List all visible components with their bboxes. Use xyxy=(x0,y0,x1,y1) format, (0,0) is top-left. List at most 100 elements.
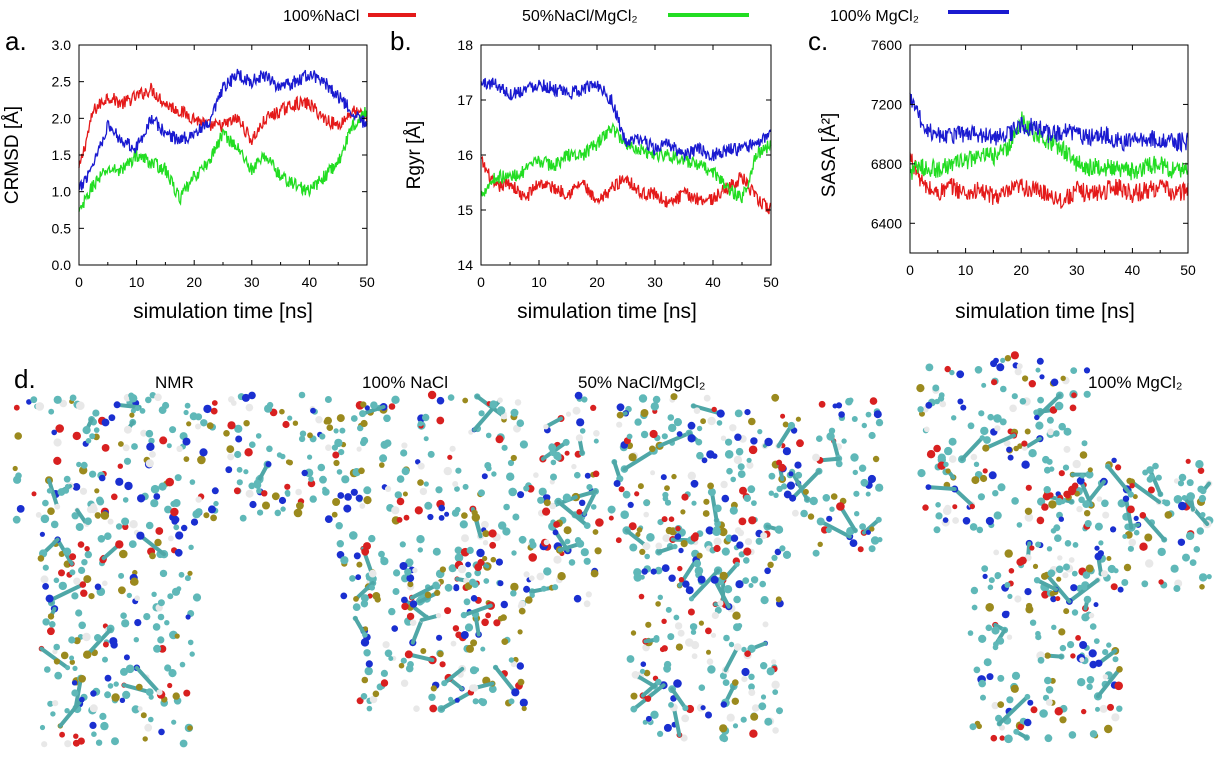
molecule-atom xyxy=(484,462,492,469)
molecule-atom xyxy=(510,590,517,597)
molecule-atom xyxy=(82,632,91,642)
molecule-atom xyxy=(284,483,291,490)
molecule-atom xyxy=(184,575,191,582)
molecule-atom xyxy=(83,575,92,584)
molecule-atom xyxy=(737,529,745,537)
molecule-atom xyxy=(1157,547,1166,557)
molecule-atom xyxy=(613,480,621,487)
molecule-atom xyxy=(393,569,401,577)
molecule-atom xyxy=(340,592,348,600)
molecule-atom xyxy=(726,713,735,722)
molecule-atom xyxy=(728,641,735,648)
molecule-atom xyxy=(274,509,282,517)
molecule-atom xyxy=(190,518,199,526)
molecule-atom xyxy=(580,548,589,557)
molecule-atom xyxy=(786,481,796,490)
molecule-atom xyxy=(645,715,652,722)
molecule-atom xyxy=(608,515,614,521)
molecule-atom xyxy=(1094,552,1102,561)
molecule-atom xyxy=(633,573,642,582)
molecule-atom xyxy=(254,481,262,489)
molecule-atom xyxy=(952,517,959,524)
molecule-atom xyxy=(849,539,858,547)
molecule-atom xyxy=(1106,642,1112,648)
molecule-atom xyxy=(852,469,858,476)
molecule-atom xyxy=(1076,476,1085,485)
molecule-atom xyxy=(510,408,519,417)
molecule-atom xyxy=(726,467,733,475)
molecule-atom xyxy=(359,503,366,509)
molecule-bond xyxy=(1148,467,1163,497)
molecule-atom xyxy=(336,469,343,475)
molecule-atom xyxy=(417,547,423,553)
molecule-atom xyxy=(562,493,572,502)
molecule-atom xyxy=(1010,684,1019,693)
molecule-atom xyxy=(360,594,369,603)
molecule-atom xyxy=(94,512,102,519)
molecule-atom xyxy=(818,400,826,408)
molecule-atom xyxy=(677,629,685,637)
molecule-atom xyxy=(661,618,667,624)
molecule-atom xyxy=(1049,406,1058,414)
molecule-atom xyxy=(78,566,86,575)
molecule-atom xyxy=(661,516,668,523)
molecule-atom xyxy=(130,577,139,586)
molecule-atom xyxy=(102,656,108,663)
molecule-atom xyxy=(985,516,995,526)
molecule-bond xyxy=(47,478,60,509)
molecule-atom xyxy=(743,547,752,556)
molecule-atom xyxy=(1021,460,1030,469)
molecule-atom xyxy=(388,403,396,410)
y-tick-label-c-2: 7200 xyxy=(871,96,902,112)
molecule-atom xyxy=(71,512,79,520)
molecule-atom xyxy=(1155,474,1162,481)
molecule-atom xyxy=(461,534,469,543)
molecule-atom xyxy=(454,546,463,555)
molecule-atom xyxy=(674,533,682,540)
molecule-atom xyxy=(171,587,181,596)
molecule-atom xyxy=(169,426,177,434)
molecule-atom xyxy=(514,399,522,406)
molecule-atom xyxy=(982,444,990,452)
molecule-atom xyxy=(935,502,941,508)
molecule-atom xyxy=(414,506,423,515)
molecule-atom xyxy=(1050,378,1059,387)
molecule-atom xyxy=(1147,486,1155,494)
molecule-atom xyxy=(735,447,744,456)
molecule-atom xyxy=(344,493,352,501)
molecule-render-mgcl2 xyxy=(916,351,1214,744)
molecule-atom xyxy=(65,665,71,671)
molecule-atom xyxy=(361,547,370,556)
molecule-atom xyxy=(615,537,622,544)
molecule-atom xyxy=(869,526,875,532)
y-tick-label-a-3: 1.5 xyxy=(52,147,72,163)
molecule-atom xyxy=(369,695,378,704)
molecule-atom xyxy=(181,524,188,532)
molecule-atom xyxy=(983,436,991,444)
molecule-atom xyxy=(179,739,188,748)
molecule-atom xyxy=(618,486,625,493)
molecule-atom xyxy=(146,442,155,451)
molecule-atom xyxy=(482,530,490,538)
molecule-atom xyxy=(168,669,177,678)
molecule-atom xyxy=(877,537,883,543)
molecule-atom xyxy=(1199,487,1207,495)
molecule-atom xyxy=(1129,483,1135,489)
molecule-atom xyxy=(969,523,978,531)
molecule-atom xyxy=(553,555,562,564)
molecule-atom xyxy=(640,661,647,667)
molecule-atom xyxy=(77,541,85,548)
molecule-atom xyxy=(644,553,650,560)
molecule-atom xyxy=(404,650,413,659)
molecule-atom xyxy=(640,409,649,417)
molecule-atom xyxy=(1100,570,1108,578)
molecule-bond xyxy=(1084,479,1106,507)
molecule-bond xyxy=(723,645,740,673)
molecule-atom xyxy=(236,466,243,473)
molecule-atom xyxy=(497,397,503,404)
molecule-atom xyxy=(107,683,114,689)
molecule-atom xyxy=(439,566,446,573)
molecule-atom xyxy=(967,422,975,430)
molecule-atom xyxy=(1041,572,1049,580)
molecule-atom xyxy=(590,404,597,411)
